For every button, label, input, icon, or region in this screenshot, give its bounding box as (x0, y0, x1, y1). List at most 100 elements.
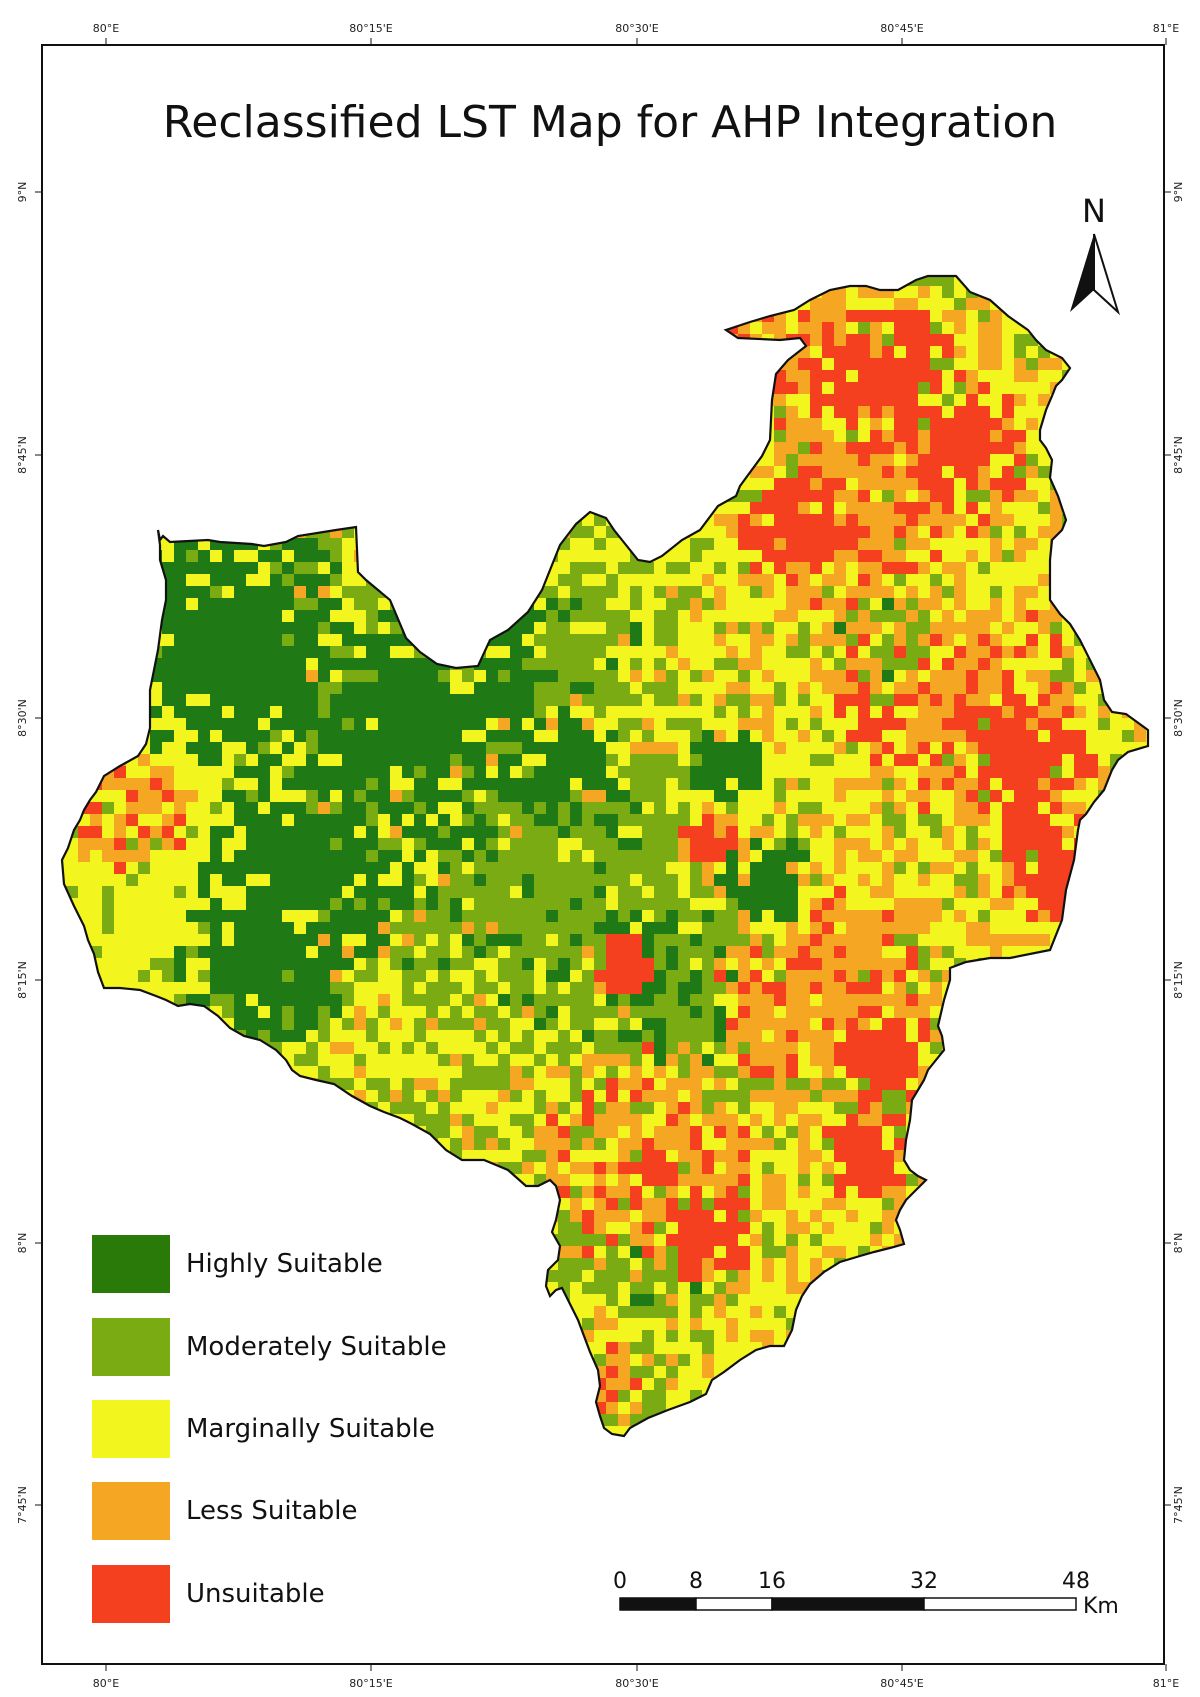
raster-cell (282, 850, 294, 862)
raster-cell (738, 706, 750, 718)
raster-cell (534, 706, 546, 718)
raster-cell (522, 790, 534, 802)
raster-cell (258, 646, 270, 658)
raster-cell (510, 1066, 522, 1078)
raster-cell (306, 1054, 318, 1066)
raster-cell (726, 1018, 738, 1030)
raster-cell (738, 850, 750, 862)
raster-cell (150, 802, 162, 814)
raster-cell (618, 1018, 630, 1030)
raster-cell (654, 742, 666, 754)
raster-cell (1002, 430, 1014, 442)
raster-cell (210, 958, 222, 970)
raster-cell (774, 874, 786, 886)
raster-cell (606, 1270, 618, 1282)
raster-cell (858, 706, 870, 718)
raster-cell (834, 406, 846, 418)
raster-cell (858, 1162, 870, 1174)
raster-cell (282, 670, 294, 682)
raster-cell (306, 778, 318, 790)
raster-cell (918, 802, 930, 814)
raster-cell (678, 1126, 690, 1138)
raster-cell (666, 622, 678, 634)
raster-cell (738, 994, 750, 1006)
raster-cell (858, 1078, 870, 1090)
raster-cell (690, 610, 702, 622)
raster-cell (618, 682, 630, 694)
raster-cell (726, 886, 738, 898)
raster-cell (618, 730, 630, 742)
raster-cell (234, 646, 246, 658)
raster-cell (666, 634, 678, 646)
raster-cell (198, 634, 210, 646)
raster-cell (798, 982, 810, 994)
raster-cell (846, 910, 858, 922)
raster-cell (618, 1006, 630, 1018)
raster-cell (846, 1126, 858, 1138)
raster-cell (558, 718, 570, 730)
raster-cell (198, 874, 210, 886)
raster-cell (594, 670, 606, 682)
raster-cell (486, 982, 498, 994)
raster-cell (798, 418, 810, 430)
raster-cell (750, 658, 762, 670)
raster-cell (546, 970, 558, 982)
raster-cell (342, 586, 354, 598)
raster-cell (426, 1090, 438, 1102)
raster-cell (558, 766, 570, 778)
raster-cell (798, 502, 810, 514)
raster-cell (810, 718, 822, 730)
raster-cell (570, 922, 582, 934)
raster-cell (618, 838, 630, 850)
raster-cell (654, 1150, 666, 1162)
raster-cell (918, 454, 930, 466)
raster-cell (234, 634, 246, 646)
raster-cell (714, 1222, 726, 1234)
top-label-2: 80°30'E (615, 22, 659, 35)
raster-cell (702, 742, 714, 754)
north-label: N (1082, 192, 1106, 230)
raster-cell (270, 946, 282, 958)
raster-cell (582, 1114, 594, 1126)
raster-cell (330, 538, 342, 550)
raster-cell (582, 526, 594, 538)
raster-cell (522, 922, 534, 934)
raster-cell (954, 418, 966, 430)
raster-cell (750, 694, 762, 706)
raster-cell (378, 994, 390, 1006)
raster-cell (894, 994, 906, 1006)
raster-cell (378, 910, 390, 922)
raster-cell (642, 982, 654, 994)
raster-cell (594, 694, 606, 706)
raster-cell (858, 1066, 870, 1078)
raster-cell (786, 406, 798, 418)
raster-cell (558, 574, 570, 586)
bottom-graticule: 80°E 80°15'E 80°30'E 80°45'E 81°E (93, 1664, 1179, 1690)
raster-cell (414, 670, 426, 682)
raster-cell (978, 730, 990, 742)
raster-cell (762, 550, 774, 562)
raster-cell (966, 610, 978, 622)
raster-cell (1014, 430, 1026, 442)
raster-cell (594, 1138, 606, 1150)
raster-cell (330, 862, 342, 874)
raster-cell (786, 1006, 798, 1018)
raster-cell (870, 358, 882, 370)
raster-cell (834, 862, 846, 874)
raster-cell (1002, 622, 1014, 634)
raster-cell (330, 1042, 342, 1054)
raster-cell (474, 982, 486, 994)
raster-cell (762, 982, 774, 994)
raster-cell (330, 562, 342, 574)
raster-cell (990, 790, 1002, 802)
raster-cell (222, 958, 234, 970)
raster-cell (750, 1006, 762, 1018)
raster-cell (414, 1018, 426, 1030)
raster-cell (474, 706, 486, 718)
raster-cell (942, 778, 954, 790)
raster-cell (810, 706, 822, 718)
raster-cell (762, 322, 774, 334)
raster-cell (678, 814, 690, 826)
raster-cell (882, 550, 894, 562)
raster-cell (906, 442, 918, 454)
